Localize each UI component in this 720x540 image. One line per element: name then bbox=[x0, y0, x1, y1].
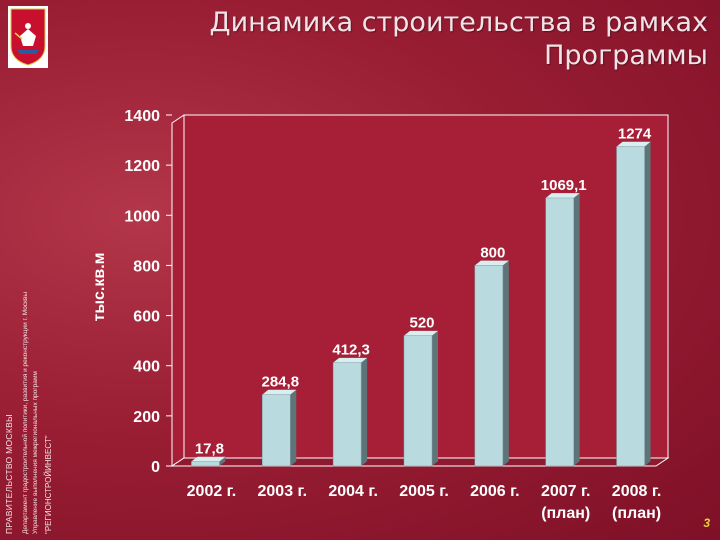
bar bbox=[191, 461, 220, 467]
y-axis-label: тыс.кв.м bbox=[91, 253, 108, 322]
bar bbox=[403, 335, 433, 467]
bar-side bbox=[290, 389, 297, 466]
y-tick-label: 1400 bbox=[124, 108, 160, 125]
bar bbox=[545, 197, 574, 467]
bar-value-label: 284,8 bbox=[262, 374, 300, 391]
x-tick-label: 2008 г. bbox=[612, 483, 662, 500]
x-tick-label: 2006 г. bbox=[470, 483, 520, 500]
bar-top bbox=[191, 456, 226, 462]
x-tick-label: 2002 г. bbox=[187, 483, 237, 500]
bar-side bbox=[432, 330, 438, 466]
bar-top bbox=[404, 330, 438, 336]
page-title: Динамика строительства в рамках Программ… bbox=[148, 6, 708, 72]
bar-top bbox=[333, 357, 368, 363]
bar-side bbox=[573, 193, 580, 466]
y-tick-label: 800 bbox=[133, 258, 160, 275]
title-line-2: Программы bbox=[544, 40, 708, 71]
bar-value-label: 17,8 bbox=[195, 441, 224, 458]
bar-top bbox=[262, 389, 297, 395]
bar-side bbox=[502, 260, 509, 466]
bar-value-label: 1274 bbox=[618, 126, 652, 143]
moscow-coat-of-arms-icon bbox=[8, 6, 48, 68]
bar-value-label: 800 bbox=[480, 244, 505, 261]
bar bbox=[262, 394, 291, 467]
bar-top bbox=[474, 260, 509, 266]
x-tick-label: 2003 г. bbox=[258, 483, 308, 500]
y-tick-label: 1200 bbox=[124, 158, 160, 175]
bar bbox=[616, 146, 645, 467]
bar-value-label: 412,3 bbox=[332, 342, 370, 359]
bar-side bbox=[219, 456, 226, 466]
bar-top bbox=[616, 141, 651, 147]
y-tick-label: 600 bbox=[133, 309, 160, 326]
y-tick-label: 1000 bbox=[124, 208, 160, 225]
title-line-1: Динамика строительства в рамках bbox=[209, 7, 708, 38]
x-tick-label: 2005 г. bbox=[399, 483, 449, 500]
y-tick-label: 0 bbox=[151, 459, 160, 476]
x-tick-sublabel: (план) bbox=[541, 505, 590, 522]
bar bbox=[474, 265, 504, 467]
bar-side bbox=[644, 141, 651, 467]
page-number: 3 bbox=[703, 516, 710, 530]
bar-side bbox=[361, 357, 368, 466]
x-tick-sublabel: (план) bbox=[612, 505, 661, 522]
x-tick-label: 2004 г. bbox=[328, 483, 378, 500]
x-tick-label: 2007 г. bbox=[541, 483, 591, 500]
bar-value-label: 1069,1 bbox=[541, 177, 587, 194]
bar bbox=[332, 362, 362, 467]
bar-value-label: 520 bbox=[409, 315, 434, 332]
bar-top bbox=[545, 193, 580, 198]
y-tick-label: 200 bbox=[133, 409, 160, 426]
y-tick-label: 400 bbox=[133, 359, 160, 376]
